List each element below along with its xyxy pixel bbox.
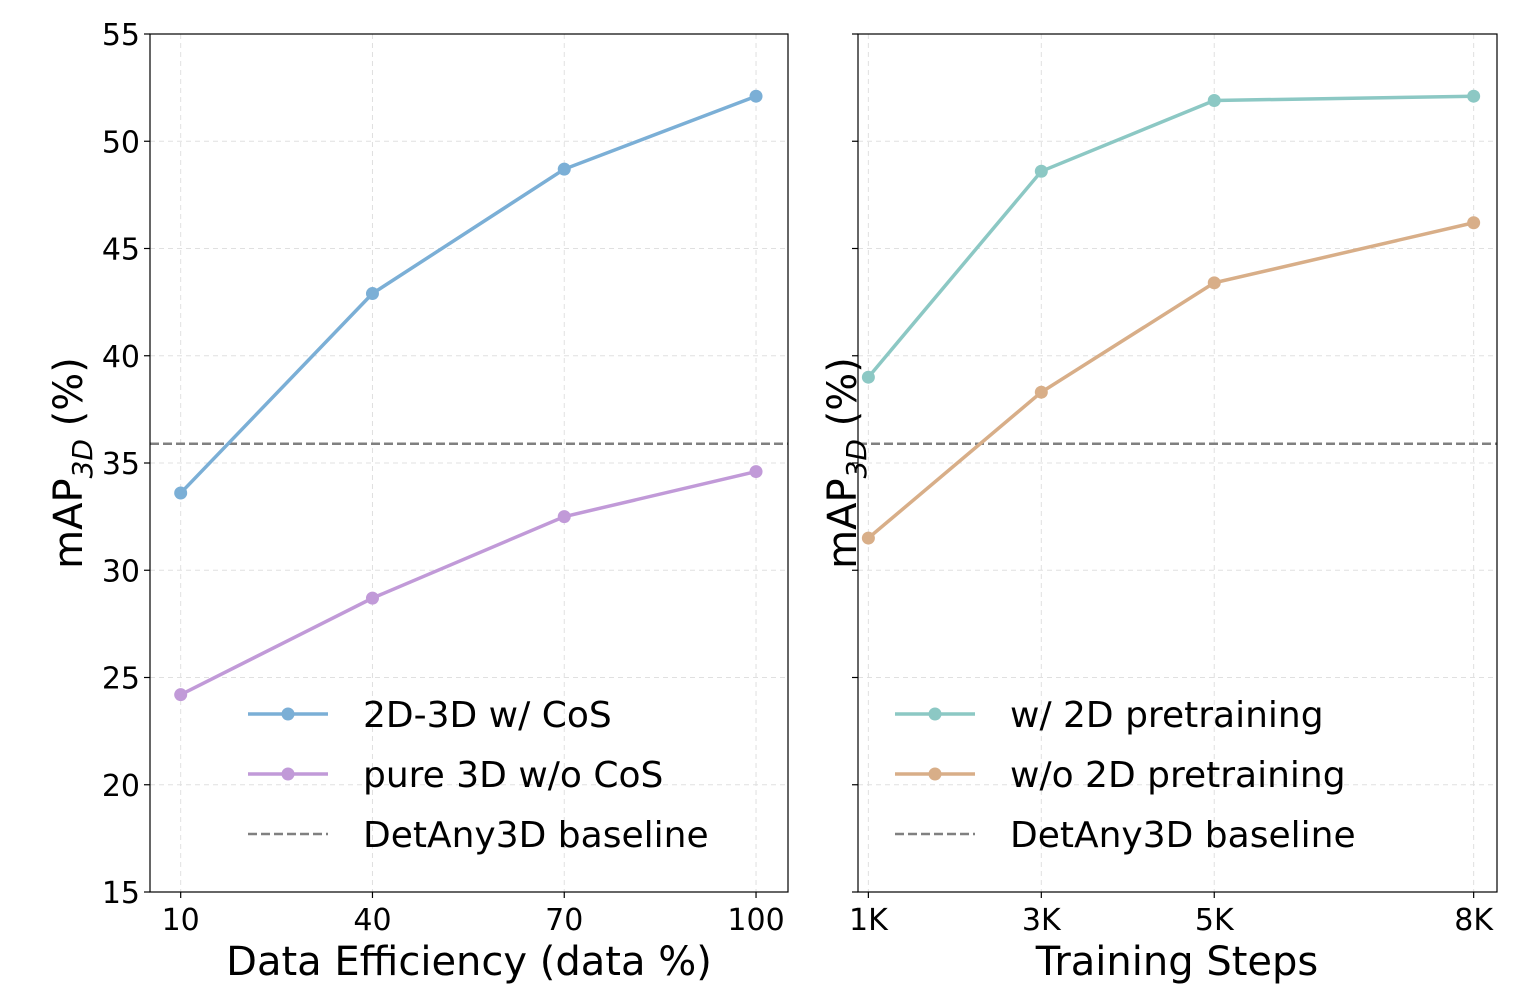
x-tick-label: 40 [353,903,391,938]
y-tick-label: 30 [102,554,140,589]
legend-marker [281,707,295,721]
data-point [365,591,379,605]
legend: w/ 2D pretraining w/o 2D pretraining DetAn… [895,695,1356,856]
y-tick-label: 15 [102,876,140,911]
x-axis-label: Data Efficiency (data %) [226,939,712,985]
panel-2: 1K 3K 5K 8K Training Steps mAP3D (%) w/ 2D pre… [820,33,1498,985]
x-tick-label: 3K [1022,903,1062,938]
x-tick-label: 1K [849,903,889,938]
y-tick-label: 55 [102,18,140,53]
legend-marker [928,767,942,781]
x-tick-label: 10 [162,903,200,938]
data-point [749,89,763,103]
data-point [861,531,875,545]
data-point [365,287,379,301]
y-tick-label: 20 [102,769,140,804]
series-line-2 [179,469,757,697]
legend-marker [928,707,942,721]
data-point [749,465,763,479]
y-tick-label: 40 [102,340,140,375]
data-point [1467,216,1481,230]
legend-label: 2D-3D w/ CoS [363,695,612,736]
data-point [1207,93,1221,107]
data-point [557,162,571,176]
y-tick-label: 25 [102,662,140,697]
legend-label: DetAny3D baseline [1010,815,1356,856]
y-axis-label: mAP3D (%) [46,357,99,569]
data-point [861,370,875,384]
data-point [1467,89,1481,103]
series-line-1 [179,94,757,495]
legend-label: pure 3D w/o CoS [363,755,663,796]
data-point [1034,164,1048,178]
series-line-1 [867,94,1474,379]
y-axis-label: mAP3D (%) [820,357,873,569]
legend: 2D-3D w/ CoS pure 3D w/o CoS DetAny3D base… [248,695,709,856]
y-tick-label: 35 [102,447,140,482]
legend-label: DetAny3D baseline [363,815,709,856]
x-tick-label: 100 [727,903,784,938]
x-tick-label: 5K [1195,903,1235,938]
data-point [174,688,188,702]
data-point [1034,385,1048,399]
data-point [557,510,571,524]
x-tick-label: 70 [545,903,583,938]
legend-label: w/o 2D pretraining [1010,755,1346,796]
legend-marker [281,767,295,781]
series-line-2 [867,221,1475,540]
data-point [1207,276,1221,290]
x-tick-label: 8K [1454,903,1494,938]
legend-label: w/ 2D pretraining [1010,695,1324,736]
panel-1: 15 20 25 30 35 40 45 50 55 10 40 70 100 Data Efficien… [46,18,789,985]
y-tick-label: 50 [102,125,140,160]
data-point [174,486,188,500]
x-axis-label: Training Steps [1035,939,1318,985]
y-tick-label: 45 [102,233,140,268]
